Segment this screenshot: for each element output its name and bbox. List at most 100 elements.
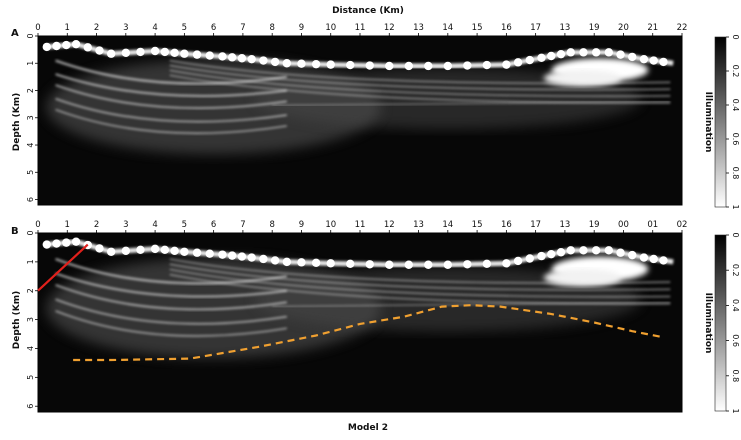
x-tick-label: 20 — [618, 23, 629, 33]
sea-floor-node — [326, 60, 335, 69]
sea-floor-node — [121, 48, 131, 58]
sea-floor-node — [579, 246, 588, 255]
basement-horizon — [73, 304, 662, 362]
sea-floor-node — [604, 246, 614, 255]
sea-floor-node — [649, 254, 658, 264]
sea-floor-node — [502, 259, 511, 268]
x-tick-label: 19 — [589, 23, 600, 33]
sea-floor-node — [424, 260, 433, 269]
x-tick-label: 15 — [472, 23, 483, 33]
colorbar-label: Illumination — [703, 293, 713, 354]
sea-floor-node — [443, 260, 453, 269]
sea-floor-node — [205, 249, 214, 258]
x-tick-label: 0 — [35, 23, 40, 33]
sea-floor-node — [52, 41, 61, 51]
sea-floor-node — [525, 254, 534, 263]
sea-floor-node — [136, 47, 145, 57]
x-tick-label: 7 — [240, 220, 245, 230]
sea-floor-node — [192, 248, 202, 257]
x-tick-label: 2 — [94, 23, 99, 33]
x-tick-label: 3 — [123, 23, 128, 33]
y-tick-label: 4 — [26, 346, 35, 351]
x-tick-label: 12 — [384, 23, 395, 33]
sea-floor-node — [282, 257, 292, 267]
colorbar-label: Illumination — [703, 92, 713, 153]
reflector — [55, 310, 287, 337]
sea-floor-node — [537, 251, 546, 261]
reflector — [272, 100, 671, 107]
sea-floor-node — [404, 61, 413, 71]
sea-floor-node — [566, 246, 575, 255]
panel-letter: A — [11, 28, 19, 39]
sea-floor-node — [121, 246, 131, 256]
reflector — [55, 284, 287, 311]
reflector — [169, 268, 671, 298]
sea-floor-node — [566, 48, 575, 57]
sea-floor-node — [556, 49, 566, 59]
sea-floor-node — [326, 259, 335, 268]
x-tick-label: 9 — [299, 23, 304, 33]
x-tick-label: 13 — [413, 220, 424, 230]
sea-floor-node — [616, 50, 625, 59]
x-tick-labels: 0 1 2 3 4 5 6 7 8 9 10 11 12 13 14 15 16 17 13 19 00 01 02 — [35, 220, 687, 233]
sea-floor-node — [52, 239, 61, 248]
reflector — [55, 97, 287, 123]
sea-floor-node — [482, 259, 492, 268]
sea-floor-node — [365, 61, 374, 70]
sea-floor-node — [270, 57, 280, 67]
sea-floor-node — [160, 245, 170, 255]
sea-floor-node — [42, 42, 51, 52]
sea-floor-node — [311, 258, 321, 268]
x-tick-label: 1 — [65, 220, 70, 230]
sea-floor-node — [311, 59, 321, 69]
sea-floor-node — [482, 60, 492, 70]
sea-floor-node — [404, 260, 413, 269]
sea-floor-node — [282, 59, 292, 68]
fault-line — [37, 243, 89, 292]
x-tick-labels: 0 1 2 3 4 5 6 7 8 9 10 11 12 13 14 15 16 17 13 19 20 21 22 — [35, 23, 687, 36]
reflector — [169, 69, 671, 98]
x-tick-label: 6 — [211, 23, 216, 33]
sea-floor-node — [270, 256, 280, 265]
sea-floor-node — [591, 246, 601, 255]
reflector — [169, 64, 671, 91]
x-tick-label: 01 — [647, 220, 658, 230]
x-tick-label: 00 — [618, 220, 629, 230]
sea-floor-node — [247, 253, 256, 262]
sea-floor-node — [463, 61, 472, 70]
overlays — [37, 243, 662, 362]
y-tick-label: 2 — [26, 88, 35, 93]
depth-axis-title: Depth (Km) — [12, 93, 22, 151]
sea-floor-node — [628, 250, 637, 260]
y-tick-label: 2 — [26, 288, 35, 293]
sea-floor-node — [424, 61, 433, 71]
sea-floor-node — [227, 251, 237, 260]
sea-floor-node — [180, 49, 189, 58]
panel-b: B Depth (Km) 0 1 2 3 4 5 6 7 8 9 10 11 12 13 14 15 16 17 1… — [11, 220, 740, 414]
x-tick-label: 7 — [240, 23, 245, 33]
sea-floor-node — [106, 49, 116, 58]
sea-floor-node — [136, 245, 145, 255]
sea-floor-node — [227, 53, 237, 62]
colorbar-tick-label: 1 — [731, 204, 740, 209]
sea-floor-node — [513, 58, 523, 67]
colorbar-tick-label: 1 — [731, 408, 740, 413]
y-tick-label: 3 — [26, 115, 35, 120]
salt-body — [543, 69, 622, 87]
sea-floor-node — [71, 39, 81, 49]
y-tick-label: 5 — [26, 170, 35, 175]
x-tick-label: 19 — [589, 220, 600, 230]
sea-floor-node — [297, 258, 306, 267]
x-tick-label: 16 — [501, 23, 512, 33]
x-tick-label: 15 — [472, 220, 483, 230]
figure-caption: Model 2 — [348, 423, 388, 433]
y-tick-label: 0 — [26, 230, 35, 235]
reflector — [55, 73, 287, 97]
y-tick-label: 3 — [26, 317, 35, 322]
colorbar-tick-label: 0.4 — [731, 299, 740, 312]
reflector — [169, 263, 671, 291]
x-tick-label: 5 — [182, 220, 187, 230]
sea-floor-node — [547, 249, 556, 259]
distance-axis-title: Distance (Km) — [332, 6, 404, 16]
